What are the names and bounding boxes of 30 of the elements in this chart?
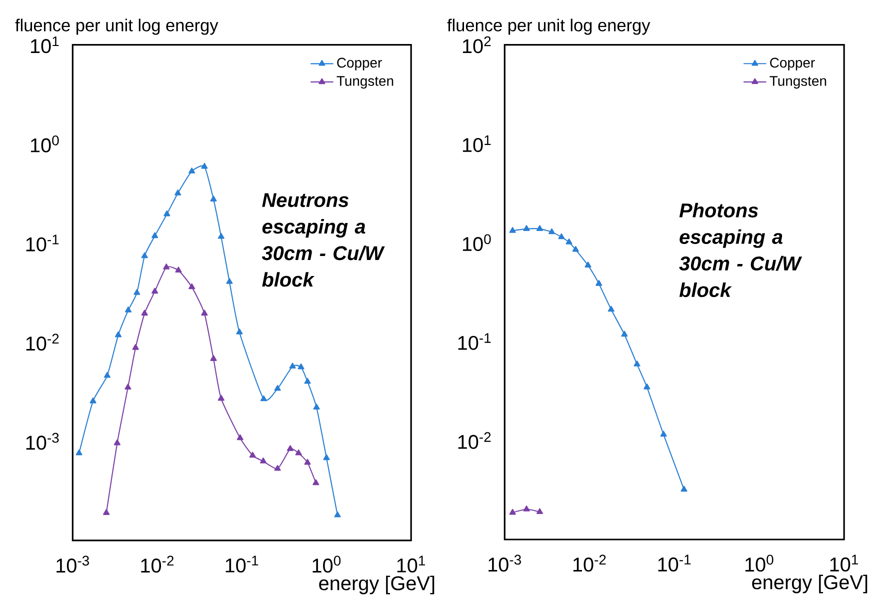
y-tick-label: 10$^{2}$ xyxy=(462,36,491,54)
y-tick-label: 10$^{-3}$ xyxy=(26,432,59,450)
y-tick-label: 10$^{0}$ xyxy=(462,234,491,252)
y-tick-label: 10$^{1}$ xyxy=(30,36,59,54)
x-tick-label: 10$^{-1}$ xyxy=(658,554,691,572)
x-tick-label: 10$^{-3}$ xyxy=(56,556,89,573)
y-tick-label: 10$^{-1}$ xyxy=(26,234,59,252)
legend-label: Copper xyxy=(770,58,815,70)
y-axis-title: fluence per unit log energy xyxy=(447,18,650,35)
y-axis-title: fluence per unit log energy xyxy=(15,18,218,35)
y-tick-label: 10$^{-2}$ xyxy=(458,432,491,449)
x-tick-label: 10$^{1}$ xyxy=(830,554,858,572)
legend-label: Copper xyxy=(337,58,382,70)
x-axis-title: energy [GeV] xyxy=(319,576,434,594)
x-tick-label: 10$^{-3}$ xyxy=(488,554,521,572)
y-tick-label: 10$^{-2}$ xyxy=(26,334,59,351)
y-tick-label: 10$^{0}$ xyxy=(30,135,59,152)
x-tick-label: 10$^{1}$ xyxy=(397,556,426,572)
x-tick-label: 10$^{-2}$ xyxy=(141,556,174,573)
x-tick-label: 10$^{-2}$ xyxy=(573,554,606,572)
x-axis-title: energy [GeV] xyxy=(752,574,868,594)
annotation: Photons escaping a 30cm - Cu/W block xyxy=(679,202,802,298)
y-tick-label: 10$^{-1}$ xyxy=(458,333,491,350)
annotation: Neutrons escaping a 30cm - Cu/W block xyxy=(262,193,385,287)
legend-label: Tungsten xyxy=(336,76,394,89)
x-tick-label: 10$^{-1}$ xyxy=(226,556,258,572)
y-tick-label: 10$^{1}$ xyxy=(462,135,491,152)
x-tick-label: 10$^{0}$ xyxy=(745,554,774,572)
legend-label: Tungsten xyxy=(770,76,826,89)
x-tick-label: 10$^{0}$ xyxy=(312,556,341,573)
